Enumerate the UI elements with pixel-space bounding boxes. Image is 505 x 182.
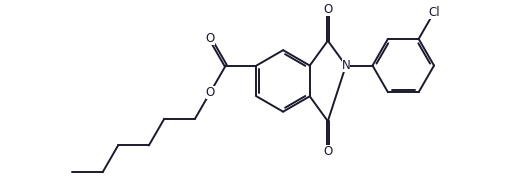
Text: Cl: Cl (427, 6, 439, 19)
Text: O: O (206, 32, 215, 46)
Text: O: O (206, 86, 215, 99)
Text: O: O (323, 145, 332, 159)
Text: O: O (323, 3, 332, 16)
Text: N: N (341, 59, 349, 72)
